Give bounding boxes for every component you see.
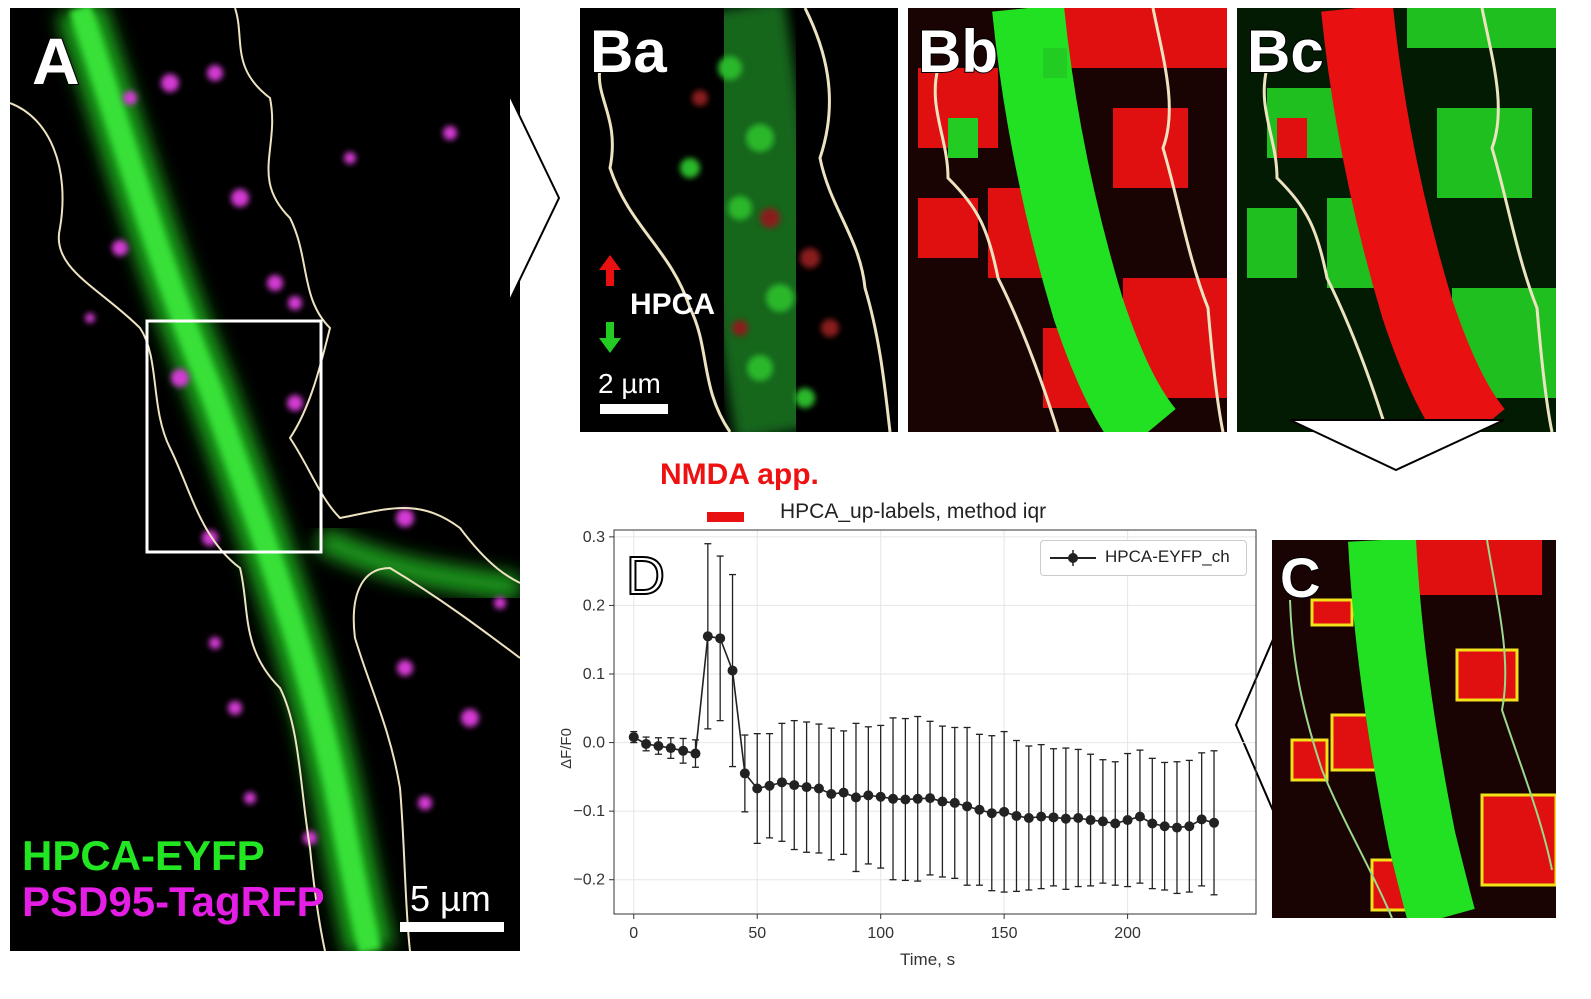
data-point xyxy=(801,782,812,793)
data-point xyxy=(974,804,985,815)
data-point xyxy=(665,743,676,754)
data-point xyxy=(1209,817,1220,828)
panel-bc-label: Bc xyxy=(1246,18,1325,85)
x-tick-label: 0 xyxy=(629,925,638,942)
y-axis-label: ΔF/F0 xyxy=(557,728,575,769)
data-point xyxy=(999,806,1010,817)
y-tick-label: −0.2 xyxy=(573,872,605,889)
data-point xyxy=(1011,810,1022,821)
scalebar-a xyxy=(400,922,504,932)
arrow-down-icon xyxy=(1289,419,1505,472)
plot-frame xyxy=(613,529,1257,915)
data-point xyxy=(925,793,936,804)
panel-c-micrograph: C xyxy=(1272,540,1556,918)
data-point xyxy=(1097,816,1108,827)
y-tick-label: −0.1 xyxy=(573,803,605,820)
segmented-image-bb xyxy=(908,8,1227,432)
panel-d-label: D xyxy=(625,546,666,606)
data-point xyxy=(888,793,899,804)
x-tick-label: 50 xyxy=(748,925,766,942)
arrow-right-icon xyxy=(508,93,561,303)
y-tick-label: 0.1 xyxy=(583,666,605,683)
panel-c-label: C xyxy=(1279,546,1321,609)
data-point xyxy=(1110,818,1121,829)
scalebar-a-label: 5 µm xyxy=(410,878,491,919)
data-point xyxy=(690,748,701,759)
data-point xyxy=(1184,821,1195,832)
data-point xyxy=(776,777,787,788)
data-point xyxy=(1073,813,1084,823)
panel-ba-label: Ba xyxy=(589,18,668,85)
data-point xyxy=(739,768,750,779)
data-point xyxy=(912,793,923,804)
data-point xyxy=(826,789,837,799)
hpca-diff-image xyxy=(597,8,892,432)
panel-a-label: A xyxy=(31,24,81,98)
data-point xyxy=(962,801,973,812)
data-point xyxy=(949,797,960,808)
data-point xyxy=(1023,813,1034,823)
data-point xyxy=(1171,822,1182,833)
data-point xyxy=(1060,813,1071,824)
scalebar-ba-label: 2 µm xyxy=(598,368,661,399)
data-point xyxy=(1159,821,1170,832)
y-tick-label: 0.3 xyxy=(583,529,605,546)
data-point xyxy=(986,808,997,819)
dendrite-image-a xyxy=(10,8,520,951)
data-point xyxy=(900,794,911,805)
scalebar-ba xyxy=(600,404,668,414)
legend-psd95-tagrfp: PSD95-TagRFP xyxy=(22,878,325,925)
data-point xyxy=(628,732,639,743)
chart-title: HPCA_up-labels, method iqr xyxy=(780,500,1047,523)
y-tick-label: 0.2 xyxy=(583,597,605,614)
y-tick-label: 0.0 xyxy=(583,735,605,752)
hpca-arrow-label: HPCA xyxy=(630,288,716,321)
data-point xyxy=(838,787,849,798)
x-tick-label: 200 xyxy=(1114,925,1141,942)
segmented-image-bc xyxy=(1237,8,1556,432)
data-point xyxy=(1196,814,1207,825)
legend-marker-icon xyxy=(1050,550,1096,566)
data-point xyxy=(764,780,775,791)
data-point xyxy=(641,738,652,749)
data-point xyxy=(702,631,713,642)
data-point xyxy=(850,792,861,803)
data-point xyxy=(1085,815,1096,826)
data-point xyxy=(715,633,726,644)
panel-bb-label: Bb xyxy=(917,18,999,85)
data-point xyxy=(752,783,763,794)
data-point xyxy=(875,791,886,802)
legend-series-label: HPCA-EYFP_ch xyxy=(1105,547,1230,566)
data-point xyxy=(1122,815,1133,826)
data-point xyxy=(789,780,800,791)
legend-hpca-eyfp: HPCA-EYFP xyxy=(22,832,265,879)
data-point xyxy=(727,665,738,676)
x-tick-label: 150 xyxy=(991,925,1018,942)
data-point xyxy=(1147,818,1158,829)
zoom-region-box xyxy=(145,319,323,554)
data-point xyxy=(863,790,874,801)
data-point xyxy=(937,796,948,807)
x-tick-label: 100 xyxy=(867,925,894,942)
data-point xyxy=(813,783,824,794)
panel-bc-micrograph: Bc xyxy=(1237,8,1556,432)
data-point xyxy=(678,745,689,756)
x-axis-label: Time, s xyxy=(900,950,956,969)
data-point xyxy=(1134,811,1145,822)
nmda-application-bar xyxy=(707,512,744,522)
data-point xyxy=(653,741,664,751)
nmda-application-label: NMDA app. xyxy=(660,458,819,491)
labeled-image-c xyxy=(1272,540,1556,918)
data-point xyxy=(1048,812,1059,823)
panel-a-micrograph: A xyxy=(10,8,520,951)
panel-bb-micrograph: Bb xyxy=(908,8,1227,432)
data-point xyxy=(1036,811,1047,822)
panel-ba-micrograph: Ba xyxy=(580,8,898,432)
